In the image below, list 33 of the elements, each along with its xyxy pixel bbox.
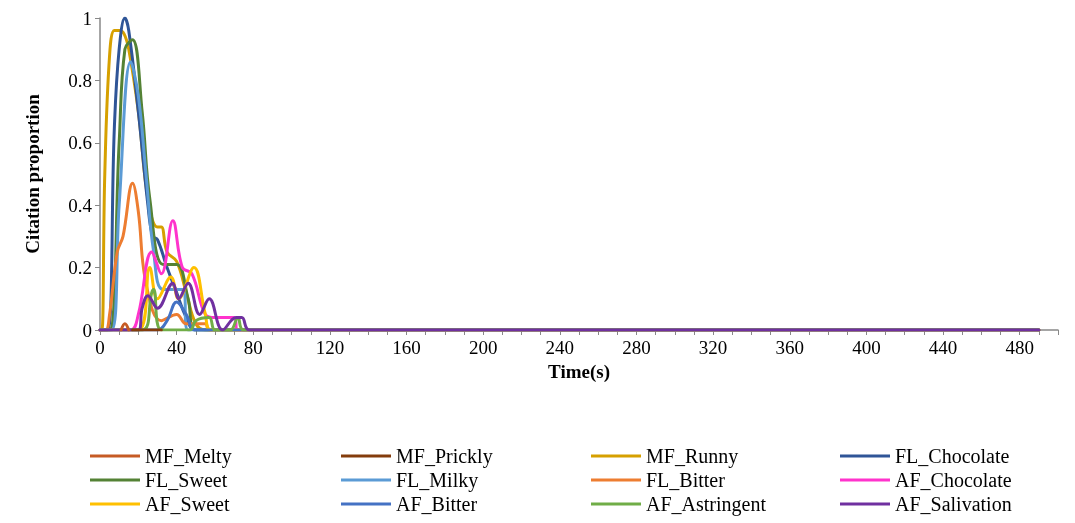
legend-label: AF_Chocolate (895, 469, 1012, 491)
x-tick-label: 440 (928, 337, 958, 358)
y-tick-label: 0.4 (68, 194, 93, 216)
x-axis-title: Time(s) (548, 360, 610, 383)
x-tick-label: 0 (95, 337, 105, 358)
x-tick-label: 80 (243, 337, 263, 358)
x-tick-label: 320 (698, 337, 728, 358)
legend-label: FL_Chocolate (895, 445, 1010, 467)
legend-label: FL_Bitter (646, 469, 726, 491)
x-tick-label: 160 (392, 337, 421, 358)
legend-label: MF_Prickly (396, 445, 493, 468)
y-tick-label: 0 (82, 319, 92, 341)
x-tick-label: 120 (315, 337, 345, 358)
legend-label: FL_Milky (396, 469, 479, 492)
x-tick-label: 240 (545, 337, 575, 358)
legend-label: AF_Salivation (895, 493, 1012, 515)
legend-label: FL_Sweet (145, 469, 228, 491)
y-tick-label: 0.8 (68, 69, 92, 91)
x-tick-label: 360 (775, 337, 805, 358)
x-tick-label: 400 (852, 337, 881, 358)
legend-label: MF_Runny (646, 445, 739, 468)
legend-label: AF_Sweet (145, 493, 230, 515)
x-tick-label: 40 (167, 337, 187, 358)
legend-label: AF_Astringent (646, 493, 767, 516)
y-tick-label: 1 (82, 7, 92, 29)
y-tick-label: 0.6 (68, 132, 92, 154)
legend-label: MF_Melty (145, 445, 232, 468)
x-tick-label: 480 (1005, 337, 1034, 358)
x-tick-label: 280 (622, 337, 651, 358)
y-tick-label: 0.2 (68, 257, 92, 279)
y-axis-title: Citation proportion (22, 93, 43, 254)
legend-label: AF_Bitter (396, 493, 478, 515)
x-tick-label: 200 (468, 337, 498, 358)
